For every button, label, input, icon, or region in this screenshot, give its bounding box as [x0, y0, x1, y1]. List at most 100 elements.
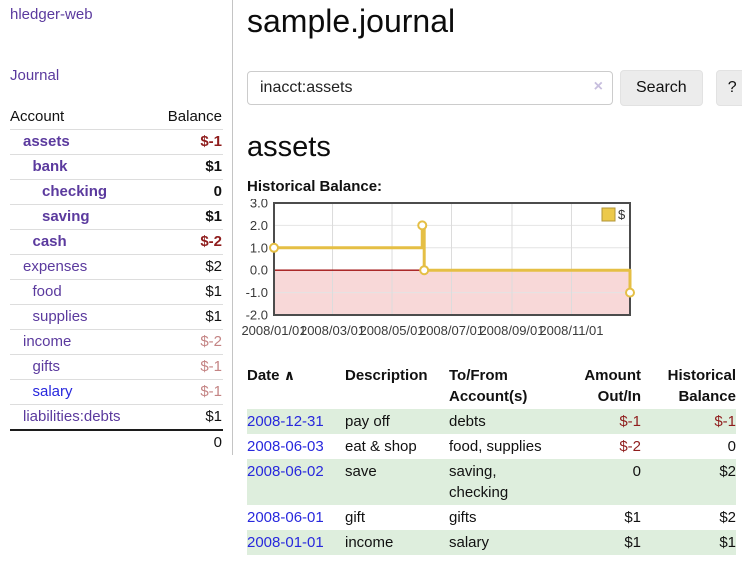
register-amount: $-1: [619, 413, 641, 430]
search-box: ×: [247, 70, 613, 106]
register-amount: $-2: [619, 438, 641, 455]
register-amount: 0: [632, 463, 641, 480]
account-balance: $1: [116, 304, 223, 330]
account-link[interactable]: liabilities:debts: [23, 408, 121, 425]
account-row: food $1: [10, 279, 223, 305]
register-balance: $1: [719, 534, 736, 551]
account-balance: $2: [116, 254, 223, 280]
account-row: salary $-1: [10, 379, 223, 405]
register-accounts: gifts: [449, 509, 477, 526]
register-row: 2008-06-01 gift gifts $1 $2: [247, 505, 736, 530]
account-cell: income: [10, 329, 117, 355]
svg-text:3.0: 3.0: [250, 199, 268, 211]
register-balance: $2: [719, 509, 736, 526]
account-link[interactable]: cash: [32, 233, 67, 250]
search-button[interactable]: Search: [620, 70, 703, 106]
balance-chart[interactable]: $3.0 2.0 1.0 0.0 -1.0 -2.0 2008/01/01 2008/03/0…: [239, 196, 639, 341]
register-date-link[interactable]: 2008-12-31: [247, 413, 324, 430]
register-description: gift: [345, 509, 366, 526]
help-button[interactable]: ?: [715, 70, 742, 106]
register-table: Date ∧ Description To/From Account(s) Am…: [247, 363, 736, 555]
account-balance: $-2: [116, 329, 223, 355]
svg-text:2008/09/01: 2008/09/01: [479, 323, 544, 338]
account-link[interactable]: expenses: [23, 258, 88, 275]
account-row: bank $1: [10, 154, 223, 180]
account-cell: gifts: [10, 354, 117, 380]
account-link[interactable]: gifts: [32, 358, 61, 375]
register-row: 2008-06-03 eat & shop food, supplies $-2 0: [247, 434, 736, 459]
account-row: saving $1: [10, 204, 223, 230]
account-balance: $1: [205, 408, 222, 425]
brand: hledger-web: [10, 6, 232, 23]
account-balance: $1: [116, 154, 223, 180]
account-cell: salary: [10, 379, 117, 405]
register-header-account: To/From Account(s): [449, 367, 528, 405]
svg-text:$: $: [618, 207, 626, 222]
clear-search-icon[interactable]: ×: [593, 78, 603, 95]
account-row: gifts $-1: [10, 354, 223, 380]
search-form: × Search ?: [247, 70, 742, 106]
register-header-row: Date ∧ Description To/From Account(s) Am…: [247, 363, 736, 409]
account-balance: $-1: [116, 379, 223, 405]
sidebar: hledger-web Journal Account Balance asse…: [0, 0, 233, 455]
account-link[interactable]: assets: [23, 133, 70, 150]
account-link[interactable]: income: [23, 333, 72, 350]
register-accounts: salary: [449, 534, 490, 551]
account-balance: $-1: [116, 129, 223, 155]
register-date-cell: 2008-01-01: [247, 530, 345, 555]
svg-text:-2.0: -2.0: [246, 308, 268, 323]
chart-title: Historical Balance:: [247, 178, 383, 195]
register-description: save: [345, 463, 377, 480]
svg-text:2008/11/01: 2008/11/01: [539, 323, 603, 338]
register-balance: $-1: [714, 413, 736, 430]
svg-text:2008/05/01: 2008/05/01: [359, 323, 424, 338]
register-description: eat & shop: [345, 438, 417, 455]
account-row: supplies $1: [10, 304, 223, 330]
account-link[interactable]: supplies: [32, 308, 88, 325]
account-balance: 0: [116, 179, 223, 205]
account-cell: food: [10, 279, 117, 305]
account-row: cash $-2: [10, 229, 223, 255]
register-header-date: Date ∧: [247, 367, 296, 384]
account-link[interactable]: food: [32, 283, 62, 300]
register-amount: $1: [624, 534, 641, 551]
register-balance: $2: [719, 463, 736, 480]
account-cell: checking: [10, 179, 117, 205]
account-link[interactable]: saving: [42, 208, 90, 225]
register-date-link[interactable]: 2008-01-01: [247, 534, 324, 551]
account-cell: supplies: [10, 304, 117, 330]
account-row: checking 0: [10, 179, 223, 205]
register-row: 2008-01-01 income salary $1 $1: [247, 530, 736, 555]
account-cell: assets: [10, 129, 117, 155]
account-balance: $-1: [116, 354, 223, 380]
svg-text:-1.0: -1.0: [246, 285, 268, 300]
register-date-link[interactable]: 2008-06-03: [247, 438, 324, 455]
account-row: income $-2: [10, 329, 223, 355]
account-heading: assets: [247, 131, 331, 163]
accounts-total-row: 0: [10, 429, 223, 455]
accounts-total-spacer: [10, 429, 117, 455]
brand-link[interactable]: hledger-web: [10, 6, 93, 23]
register-date-link[interactable]: 2008-06-02: [247, 463, 324, 480]
register-balance: 0: [727, 438, 736, 455]
register-date-cell: 2008-06-03: [247, 434, 345, 459]
page-title: sample.journal: [247, 3, 456, 39]
main-content: sample.journal × Search ? assets Histori…: [233, 0, 742, 555]
accounts-header-balance: Balance: [116, 104, 223, 130]
svg-text:2008/07/01: 2008/07/01: [419, 323, 484, 338]
account-link[interactable]: salary: [32, 383, 73, 400]
journal-link[interactable]: Journal: [10, 67, 60, 84]
account-link[interactable]: checking: [42, 183, 108, 200]
search-input[interactable]: [247, 71, 613, 105]
account-balance: $-2: [116, 229, 223, 255]
svg-text:2.0: 2.0: [250, 218, 268, 233]
register-date-link[interactable]: 2008-06-01: [247, 509, 324, 526]
accounts-header-row: Account Balance: [10, 104, 223, 130]
svg-text:1.0: 1.0: [250, 240, 268, 255]
accounts-header-account: Account: [10, 104, 117, 130]
svg-text:2008/03/01: 2008/03/01: [300, 323, 365, 338]
account-cell: cash: [10, 229, 117, 255]
sidebar-nav: Journal: [10, 67, 232, 84]
register-header-description: Description: [345, 367, 428, 384]
account-link[interactable]: bank: [32, 158, 68, 175]
